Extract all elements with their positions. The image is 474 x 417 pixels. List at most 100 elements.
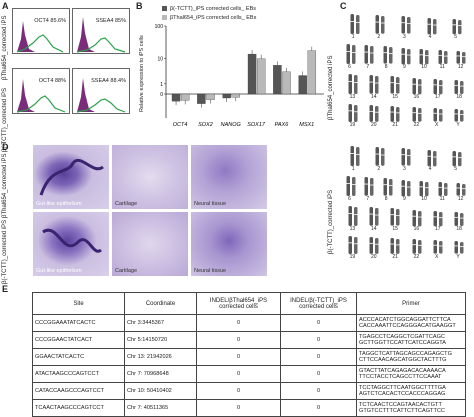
chromosome-pair [452,150,462,166]
chromosome-number: 22 [413,254,420,260]
chromosome-number: 17 [435,226,441,232]
x-tick-label: SOX17 [247,122,266,128]
chromosome-number: 22 [413,122,420,128]
chromosome-pair [454,212,464,226]
chromosome-number: 6 [348,64,351,70]
chromosome-number: Y [456,254,460,260]
column-header: INDEL/βThal654_iPS corrected cells [196,292,281,315]
table-row: CATACCAAGCCCAGTCCT Chr 10: 50410402 0 0 TCCT… [32,382,466,400]
chromosome-pair [390,76,400,94]
chromosome-number: 19 [349,254,356,260]
chromosome-number: 5 [454,166,457,172]
chromosome-pair [412,209,422,226]
y-tick-label: 100 [155,24,164,30]
indel-tctt-cell: 0 [280,382,357,400]
panel-d-row-label-top: βThal654_corrected iPS [2,153,8,219]
chromosome-number: 9 [403,64,406,70]
chromosome-pair [369,75,379,94]
chromosome-number: 7 [366,196,370,202]
indel-thal654-cell: 0 [196,382,281,400]
coordinate-cell: Chr 5:14150720 [124,331,197,349]
chromosome-number: Y [456,122,460,128]
chromosome-pair [433,108,443,122]
chromosome-number: 1 [351,166,355,172]
chromosome-pair [456,51,466,64]
chromosome-pair [348,236,358,254]
facs-label: OCT4 85.6% [34,18,66,24]
indel-tctt-cell: 0 [280,399,357,417]
chromosome-pair [419,180,429,196]
site-cell: CCCGGAAATATCACTC [32,314,125,332]
legend-swatch [162,15,167,21]
chromosome-number: X [435,122,439,128]
chromosome-number: 15 [392,226,398,232]
panel-a-row-label-top: βThal654_corrected iPS [2,15,8,81]
chromosome-number: 10 [421,196,427,202]
primer-sequence: GCTTGGTTCCATTCATCCAGGTA [359,340,447,346]
column-header: Coordinate [124,292,197,315]
tissue-caption: Neural tissue [194,268,227,274]
tissue-outline [39,159,104,196]
primer-cell: TCCTAGGCTTCAATGGCTTTTGA AGTCTCACACTCCACCC… [356,382,466,400]
bar-pax6-thal654 [282,71,291,95]
facs-plot-oct4-top: OCT4 85.6% [12,8,70,54]
chromosome-number: 11 [439,64,445,70]
chromosome-number: 19 [349,122,356,128]
tissue-caption: Cartilage [115,268,138,274]
indel-tctt-cell: 0 [280,348,357,366]
table-row: CCCGGAAATATCACTC Chr 3:3445367 0 0 ACCCACATC… [32,314,466,332]
chromosome-number: 16 [413,226,420,232]
chromosome-number: 13 [349,226,356,232]
chromosome-pair [401,179,411,196]
chromosome-number: 1 [351,34,355,40]
y-tick-label: 10 [157,57,163,63]
chromosome-number: 18 [456,94,462,100]
site-cell: CATACCAAGCCCAGTCCT [32,382,125,400]
chromosome-number: 16 [413,94,420,100]
indel-tctt-cell: 0 [280,365,357,383]
chromosome-pair [346,44,356,64]
site-cell: ATACTAAGCCCAGTCCT [32,365,125,383]
chromosome-number: 21 [392,254,398,260]
x-tick-label: PAX6 [275,122,290,128]
chromosome-number: 3 [403,34,406,40]
chromosome-pair [412,239,422,254]
chromosome-number: 11 [439,196,445,202]
facs-label: OCT4 88% [38,78,66,84]
x-tick-label: MSX1 [299,122,314,128]
chromosome-pair [427,17,437,34]
chromosome-number: 3 [403,166,406,172]
chromosome-number: 4 [428,166,432,172]
table-row: TCAACTAAGCCCAGTCCT Chr 7: 40511365 0 0 TCTCA… [32,399,466,417]
column-header: Primer [356,292,466,315]
panel-b-label: B [136,1,143,11]
chromosome-pair [438,50,448,64]
chromosome-number: 5 [454,34,457,40]
chromosome-pair [454,241,464,254]
karyotype-top: 1 2 3 4 5 6 7 8 9 10 11 12 13 14 15 16 17 18 19 20 21 22 X Y [342,12,470,134]
tissue-caption: Neural tissue [194,201,227,207]
chromosome-pair [383,46,393,64]
bar-pax6-tctt [273,65,282,95]
chromosome-number: 6 [348,196,351,202]
chromosome-pair [456,183,466,196]
x-tick-label: SOX2 [198,122,213,128]
primer-sequence: CACCAAATTCCAGGGACATGAAGGT [359,323,456,329]
coordinate-cell: Chr 7: 70968648 [124,365,197,383]
off-target-table: Site Coordinate INDEL/βThal654_iPS corre… [32,292,466,417]
chromosome-pair [346,176,356,196]
table-row: GGAACTATCACTC Chr 13: 21942026 0 0 TAGGCTCAT… [32,348,466,366]
karyotype-label-bottom: β(-TCTT)_corrected iPS [328,189,334,254]
histology-gut-bottom: Gut-like epithelium [33,212,109,276]
bar-nanog-tctt [222,93,231,99]
indel-tctt-cell: 0 [280,331,357,349]
chromosome-number: 14 [371,226,377,232]
facs-label: SSEA4 88.4% [91,78,126,84]
bar-chart: 0 1 10 100 OCT4 SOX2 NANOG SOX17 PAX6 MSX1 [155,24,324,128]
primer-sequence: CTTCCAACAGCATGGCTACTTTG [359,357,447,363]
chromosome-number: 7 [366,64,370,70]
primer-sequence: AGTCTCACACTCCACCCAGGAG [359,391,446,397]
chromosome-pair [350,14,360,34]
bar-nanog-thal654 [231,93,241,98]
primer-cell: TGAGCCTCAGGCTCGATTCAGC GCTTGGTTCCATTCATCC… [356,331,466,349]
